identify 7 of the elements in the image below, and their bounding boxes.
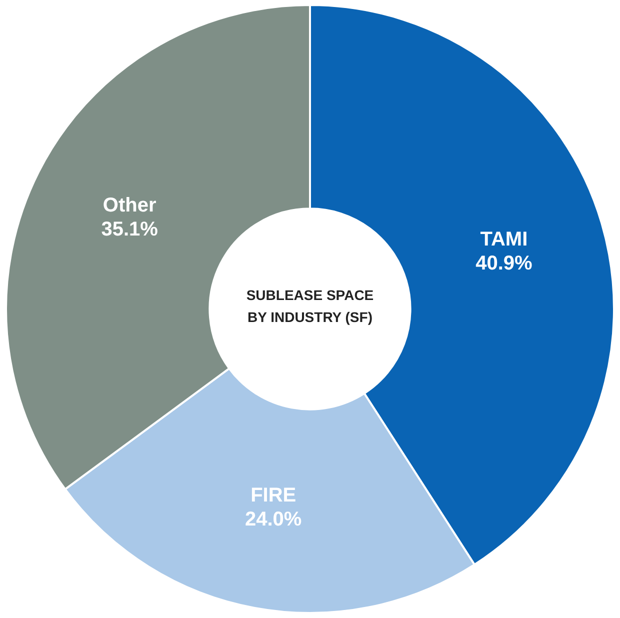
text: SUBLEASE SPACE BY INDUSTRY (SF): [245, 286, 375, 327]
data-label: 40.9%: [476, 252, 533, 275]
slice-label: FIRE: [250, 484, 296, 506]
data-label: 35.1%: [101, 218, 158, 240]
data-label: 24.0%: [245, 508, 302, 530]
slice-label: TAMI: [480, 228, 528, 251]
slice-label: Other: [102, 194, 156, 216]
